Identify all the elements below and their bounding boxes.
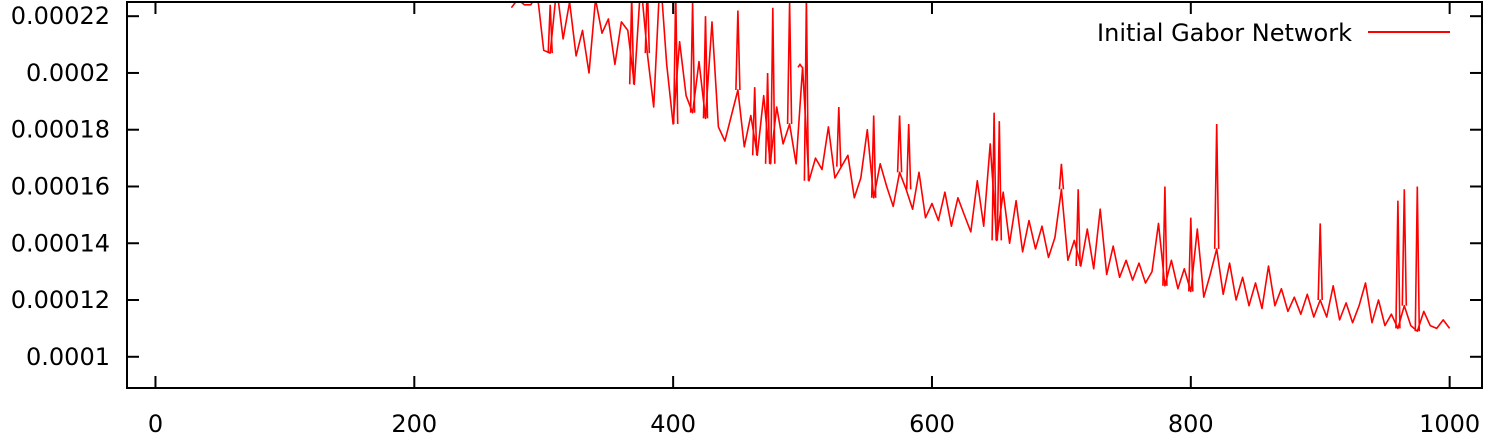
x-tick-label: 0 (148, 410, 163, 434)
legend: Initial Gabor Network (1097, 19, 1450, 47)
series-spike (1188, 217, 1194, 292)
series-spike (672, 2, 679, 125)
series-spike (797, 62, 803, 68)
series-spike (1213, 123, 1220, 249)
series-spike (991, 112, 997, 241)
plot-frame (126, 1, 1483, 389)
series-spike (1075, 189, 1081, 267)
y-axis-ticks: 0.0001 0.00012 0.00014 0.00016 0.00018 0.0002… (11, 2, 1482, 371)
series-spike (689, 2, 696, 113)
y-tick-label: 0.00018 (11, 116, 110, 144)
series-spike (702, 16, 709, 119)
y-tick-label: 0.00022 (11, 2, 110, 30)
y-tick-label: 0.0001 (26, 343, 110, 371)
y-tick-label: 0.00014 (11, 229, 110, 257)
series-spike (786, 2, 793, 125)
series-spike (547, 4, 553, 54)
series-spike (803, 2, 810, 181)
y-tick-label: 0.0002 (26, 59, 110, 87)
series-spike (1058, 163, 1065, 190)
series-spike (735, 10, 741, 91)
series-spike (644, 2, 651, 54)
series-spike (764, 72, 771, 164)
series-spike (896, 115, 903, 173)
series-spike (1401, 189, 1408, 306)
series-spike (751, 87, 758, 156)
y-tick-label: 0.00012 (11, 286, 110, 314)
series-spike (905, 123, 912, 190)
series-spike (1414, 186, 1421, 332)
x-tick-label: 400 (650, 410, 696, 434)
legend-label: Initial Gabor Network (1097, 19, 1352, 47)
series-line (510, 2, 1451, 333)
x-tick-label: 600 (909, 410, 955, 434)
series-spike (1395, 200, 1401, 329)
series-spike (870, 115, 877, 198)
x-axis-ticks: 0 200 400 600 800 1000 (148, 2, 1480, 434)
series-spike (628, 2, 635, 85)
y-tick-label: 0.00016 (11, 172, 110, 200)
series-spike (996, 121, 1003, 241)
series-spike (836, 106, 842, 167)
series-spike (770, 7, 776, 164)
x-tick-label: 1000 (1419, 410, 1480, 434)
x-tick-label: 800 (1168, 410, 1214, 434)
x-tick-label: 200 (391, 410, 437, 434)
series-spike (1317, 223, 1323, 301)
series-layer (510, 2, 1451, 333)
series-spike (1162, 186, 1168, 286)
